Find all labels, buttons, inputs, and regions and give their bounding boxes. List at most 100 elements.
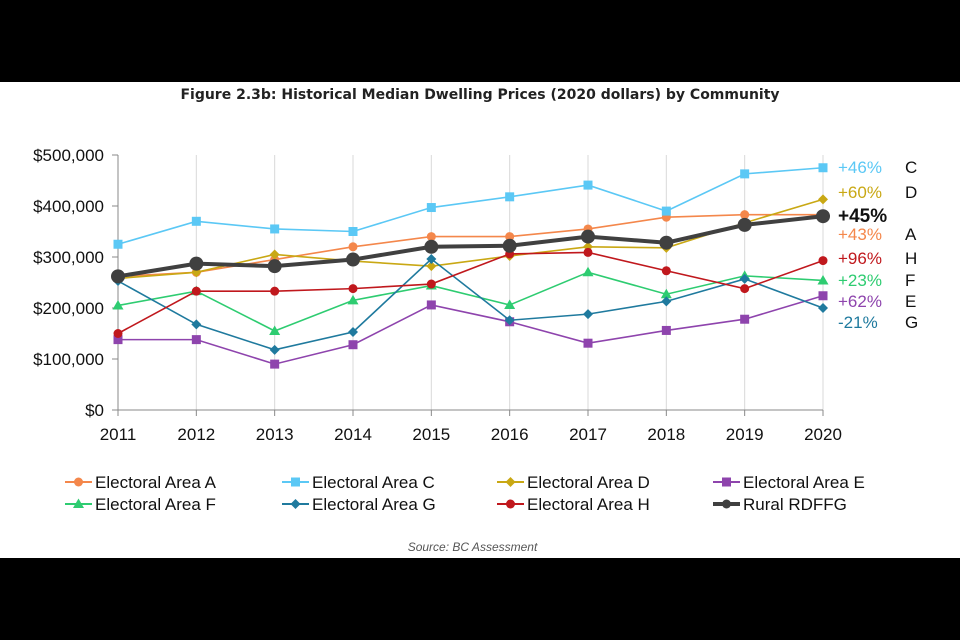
data-point-r xyxy=(659,235,674,250)
data-point-e xyxy=(270,359,280,369)
data-point-e xyxy=(818,291,828,301)
x-tick-label: 2019 xyxy=(726,425,764,444)
data-point-r xyxy=(346,252,360,267)
legend-marker-c xyxy=(291,477,300,487)
data-point-a xyxy=(426,232,436,242)
x-tick-label: 2014 xyxy=(334,425,372,444)
area-letter-e: E xyxy=(905,292,916,311)
pct-change-label-g: -21% xyxy=(838,313,878,332)
data-point-g xyxy=(269,344,280,355)
legend-marker-e xyxy=(722,477,731,487)
legend-marker-r xyxy=(722,499,731,509)
data-point-e xyxy=(740,314,750,324)
data-point-r xyxy=(267,259,282,274)
data-point-c xyxy=(270,224,280,234)
y-tick-label: $500,000 xyxy=(33,146,104,165)
data-point-g xyxy=(583,309,593,320)
data-point-r xyxy=(737,217,752,232)
pct-change-label-d: +60% xyxy=(838,183,882,202)
area-letter-d: D xyxy=(905,183,917,202)
data-point-g xyxy=(661,296,672,307)
pct-change-label-c: +46% xyxy=(838,158,882,177)
y-tick-label: $200,000 xyxy=(33,299,104,318)
data-point-r xyxy=(424,239,439,254)
y-tick-label: $0 xyxy=(85,401,104,420)
data-point-d xyxy=(269,249,280,260)
data-point-h xyxy=(661,266,671,276)
data-point-g xyxy=(348,326,358,337)
pct-change-label-r: +45% xyxy=(838,206,887,227)
series-line-c xyxy=(117,166,824,246)
data-point-r xyxy=(816,209,830,224)
pct-change-label-f: +23% xyxy=(838,271,882,290)
source-note: Source: BC Assessment xyxy=(407,540,538,554)
pct-change-label-e: +62% xyxy=(838,292,882,311)
x-tick-label: 2018 xyxy=(647,425,685,444)
legend-marker-h xyxy=(506,499,515,509)
x-tick-label: 2012 xyxy=(177,425,215,444)
data-point-f xyxy=(504,299,516,309)
legend-label-f: Electoral Area F xyxy=(95,495,216,514)
pct-change-label-h: +96% xyxy=(838,249,882,268)
line-chart: $0 $100,000 $200,000 $300,000 $400,000 $500,0… xyxy=(33,146,918,514)
legend-label-a: Electoral Area A xyxy=(95,473,217,492)
data-point-e xyxy=(348,340,358,350)
data-point-r xyxy=(189,256,204,271)
data-point-d xyxy=(818,194,828,205)
legend-marker-d xyxy=(505,477,516,487)
data-point-a xyxy=(505,232,515,242)
data-point-e xyxy=(583,338,593,348)
data-point-g xyxy=(739,273,750,284)
x-tick-label: 2016 xyxy=(491,425,529,444)
data-point-h xyxy=(740,284,750,294)
data-point-f xyxy=(269,325,281,335)
data-point-f xyxy=(582,266,594,277)
figure-title: Figure 2.3b: Historical Median Dwelling … xyxy=(180,87,780,103)
area-letter-g: G xyxy=(905,313,918,332)
series-line-r xyxy=(117,214,824,279)
y-tick-label: $100,000 xyxy=(33,350,104,369)
legend-label-c: Electoral Area C xyxy=(312,473,435,492)
data-point-r xyxy=(111,269,125,284)
data-point-a xyxy=(740,210,750,220)
x-tick-label: 2011 xyxy=(100,425,137,444)
area-letter-c: C xyxy=(905,158,917,177)
series-line-e xyxy=(118,294,824,365)
x-tick-label: 2013 xyxy=(256,425,294,444)
data-point-e xyxy=(661,325,671,335)
series-line-h xyxy=(117,251,824,335)
figure-panel: Figure 2.3b: Historical Median Dwelling … xyxy=(0,82,960,558)
legend-label-e: Electoral Area E xyxy=(743,473,865,492)
legend-marker-a xyxy=(74,477,83,487)
x-tick-label: 2017 xyxy=(569,425,607,444)
series-line-f xyxy=(117,271,824,332)
data-point-r xyxy=(502,238,517,253)
area-letter-f: F xyxy=(905,271,915,290)
data-point-r xyxy=(581,229,595,244)
data-point-e xyxy=(426,300,436,310)
data-point-h xyxy=(348,284,358,294)
data-point-c xyxy=(818,163,828,173)
y-tick-label: $400,000 xyxy=(33,197,104,216)
legend-label-g: Electoral Area G xyxy=(312,495,436,514)
pct-change-label-a: +43% xyxy=(838,225,882,244)
data-point-h xyxy=(426,279,436,289)
data-point-c xyxy=(740,169,750,179)
data-point-d xyxy=(191,267,202,278)
data-point-d xyxy=(426,261,437,272)
data-point-f xyxy=(112,299,124,310)
data-point-h xyxy=(191,286,201,296)
data-point-h xyxy=(818,256,828,266)
x-tick-label: 2020 xyxy=(804,425,842,444)
data-point-c xyxy=(426,203,436,213)
data-point-g xyxy=(818,303,828,313)
data-point-c xyxy=(505,192,515,202)
data-point-h xyxy=(113,329,123,338)
data-point-c xyxy=(191,216,201,226)
series-line-g xyxy=(117,257,824,351)
data-point-h xyxy=(583,247,593,257)
legend-label-r: Rural RDFFG xyxy=(743,495,847,514)
legend-marker-g xyxy=(290,499,301,509)
legend-label-h: Electoral Area H xyxy=(527,495,650,514)
data-point-e xyxy=(113,335,123,345)
